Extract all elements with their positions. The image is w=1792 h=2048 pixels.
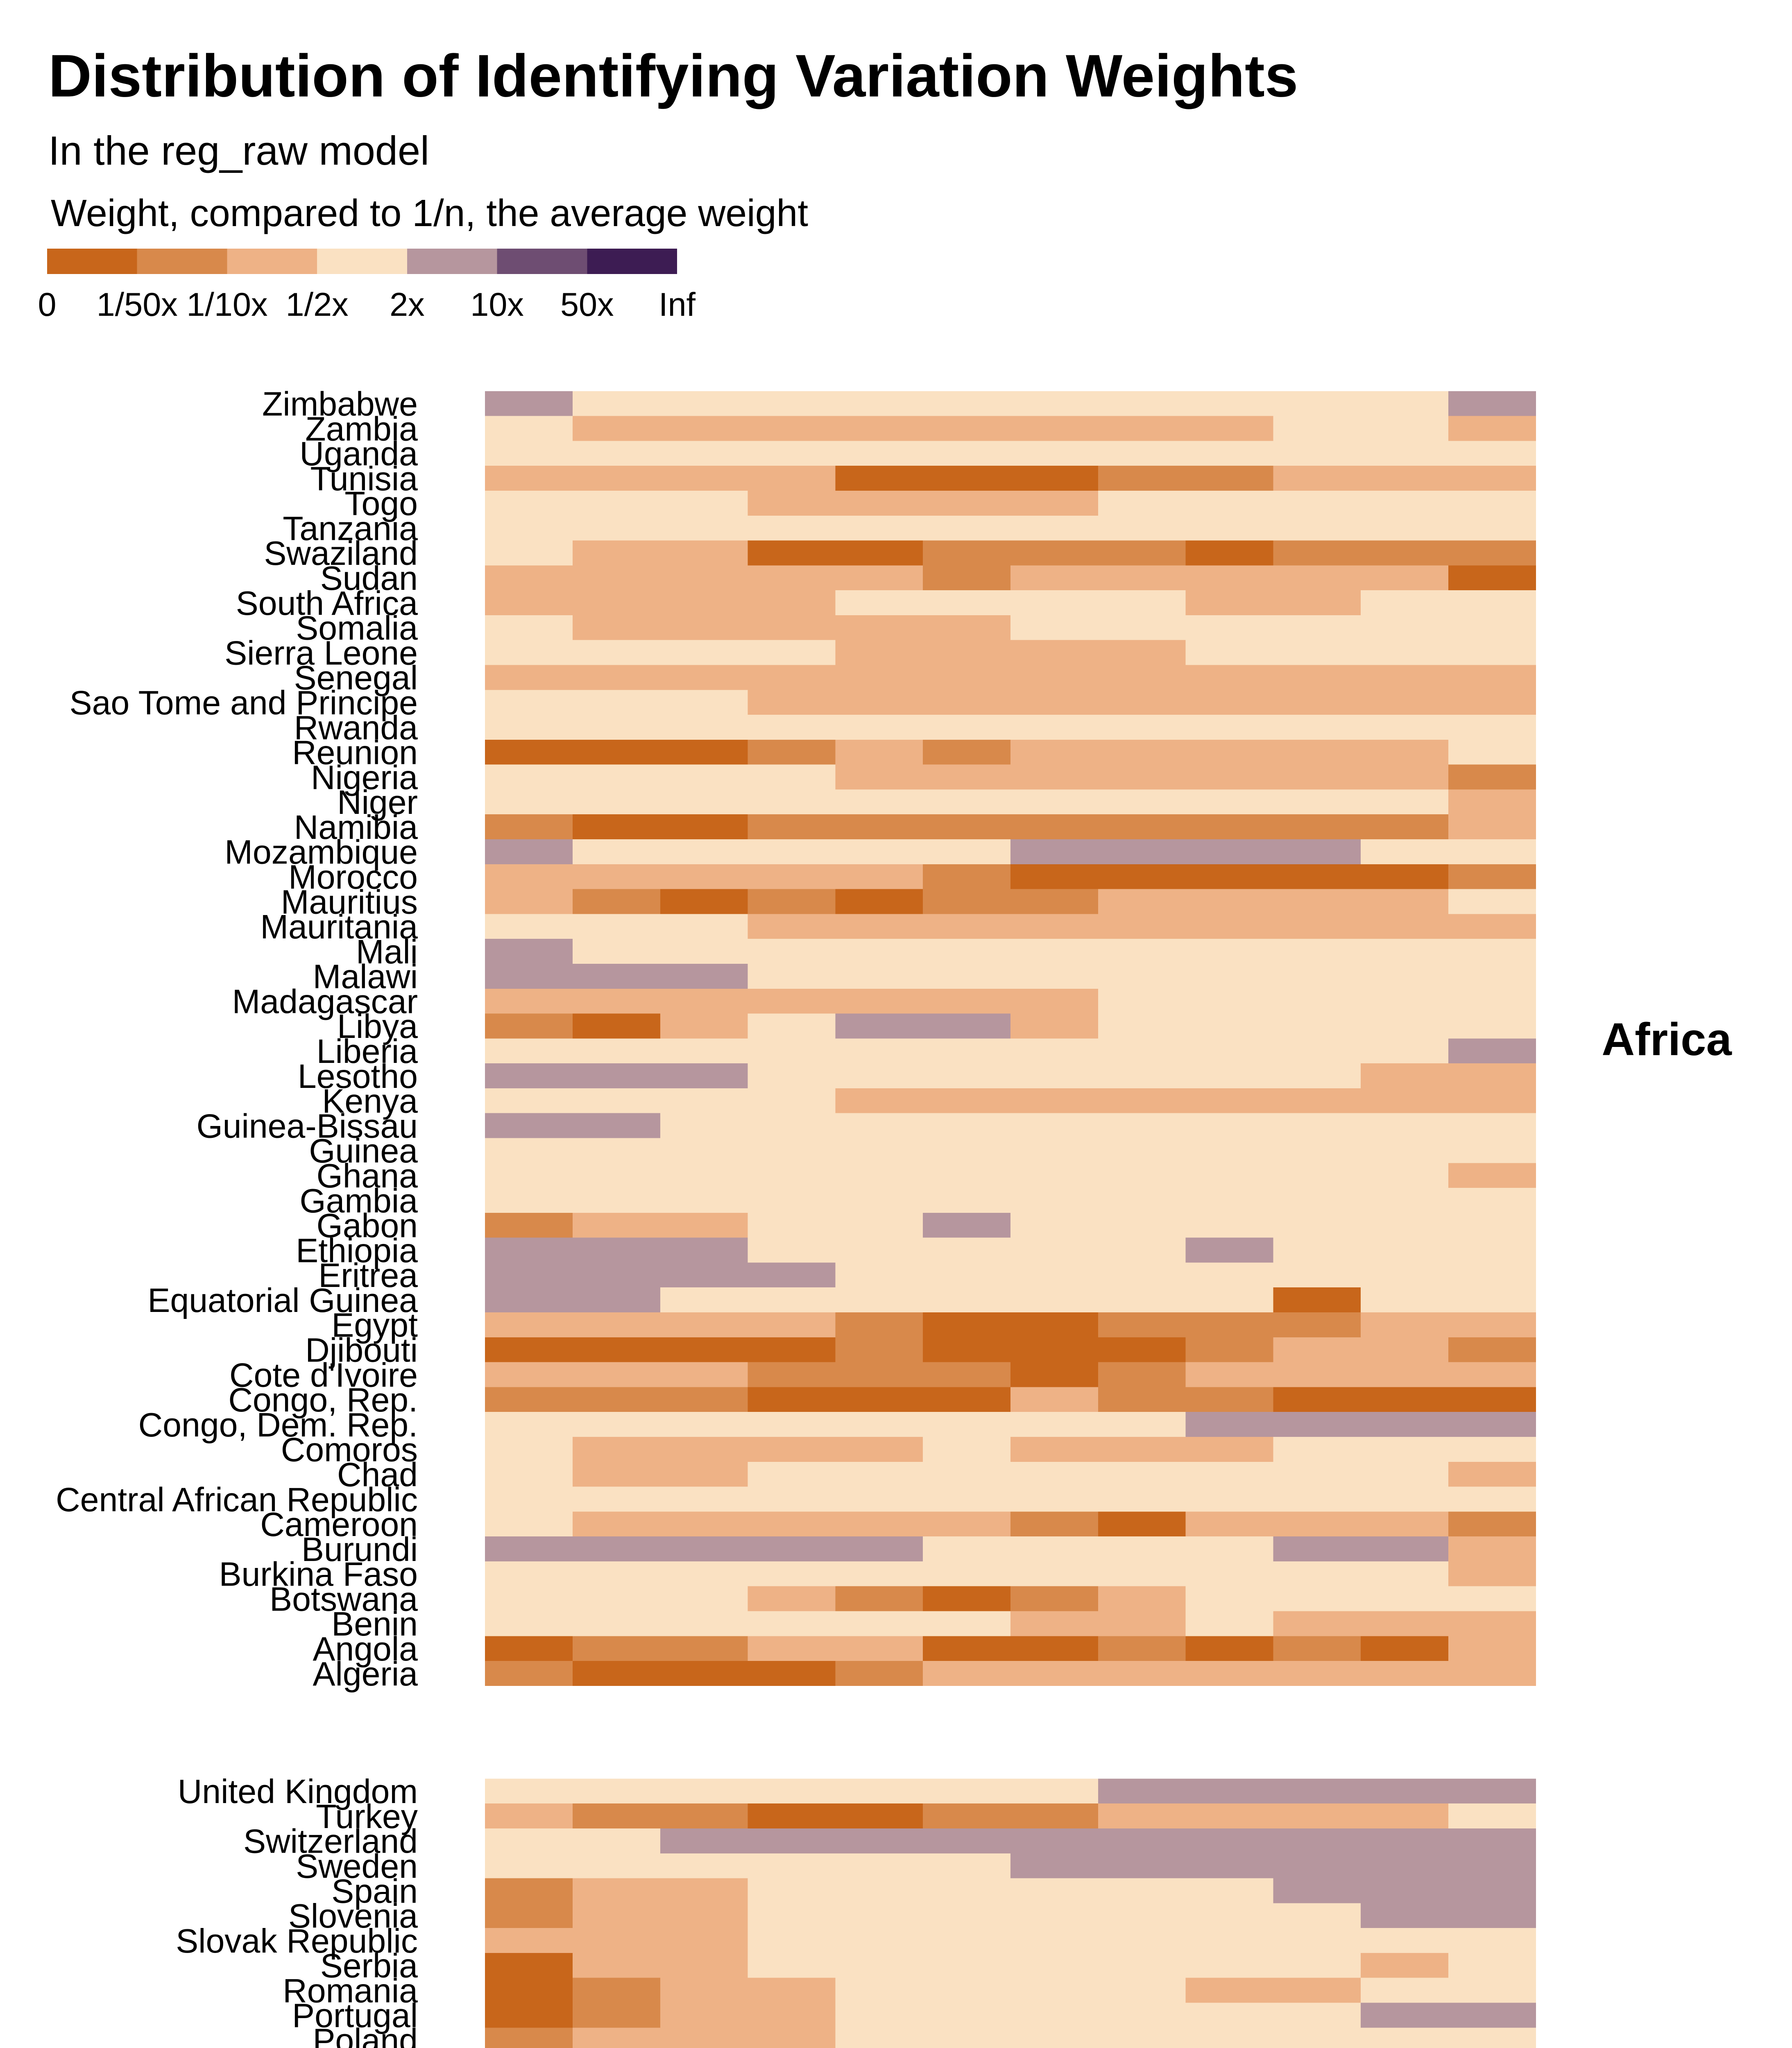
- svg-text:Angola: Angola: [313, 1630, 418, 1668]
- svg-text:Somalia: Somalia: [296, 609, 418, 647]
- svg-text:Comoros: Comoros: [281, 1431, 418, 1469]
- svg-text:Eritrea: Eritrea: [318, 1257, 418, 1294]
- svg-text:0: 0: [38, 286, 56, 323]
- svg-text:10x: 10x: [470, 286, 524, 323]
- svg-text:Slovak Republic: Slovak Republic: [176, 1922, 418, 1960]
- svg-text:Sao Tome and Principe: Sao Tome and Principe: [70, 684, 418, 722]
- svg-text:Lesotho: Lesotho: [298, 1058, 418, 1095]
- svg-text:1/10x: 1/10x: [186, 286, 267, 323]
- svg-text:Djibouti: Djibouti: [305, 1332, 418, 1369]
- svg-text:Portugal: Portugal: [292, 1997, 418, 2034]
- svg-text:Sudan: Sudan: [320, 560, 418, 597]
- svg-text:Cote d'Ivoire: Cote d'Ivoire: [229, 1356, 418, 1394]
- svg-text:2x: 2x: [390, 286, 425, 323]
- svg-text:Switzerland: Switzerland: [243, 1823, 418, 1860]
- svg-text:Spain: Spain: [331, 1872, 418, 1910]
- svg-text:Weight, compared to 1/n, the a: Weight, compared to 1/n, the average wei…: [51, 192, 808, 234]
- svg-text:Zimbabwe: Zimbabwe: [262, 385, 418, 423]
- svg-text:Niger: Niger: [337, 784, 418, 821]
- svg-text:Swaziland: Swaziland: [264, 535, 418, 572]
- svg-text:Rwanda: Rwanda: [294, 709, 418, 747]
- svg-text:Guinea-Bissau: Guinea-Bissau: [197, 1107, 418, 1145]
- svg-text:Senegal: Senegal: [294, 659, 418, 697]
- svg-text:Equatorial Guinea: Equatorial Guinea: [147, 1282, 418, 1319]
- svg-text:Burundi: Burundi: [301, 1531, 418, 1568]
- svg-text:Ethiopia: Ethiopia: [296, 1232, 418, 1269]
- svg-text:Africa: Africa: [1602, 1014, 1732, 1065]
- svg-text:Congo, Rep.: Congo, Rep.: [228, 1381, 418, 1419]
- svg-text:Sweden: Sweden: [296, 1848, 418, 1885]
- svg-text:Tunisia: Tunisia: [310, 460, 418, 498]
- svg-text:Liberia: Liberia: [317, 1033, 418, 1070]
- svg-text:Norway: Norway: [304, 2047, 418, 2048]
- svg-text:Inf: Inf: [659, 286, 696, 323]
- svg-text:Egypt: Egypt: [331, 1307, 418, 1344]
- svg-text:Slovenia: Slovenia: [288, 1897, 418, 1935]
- svg-text:Reunion: Reunion: [292, 734, 418, 772]
- svg-text:Malawi: Malawi: [313, 958, 418, 996]
- svg-text:Libya: Libya: [337, 1008, 418, 1045]
- svg-text:Guinea: Guinea: [309, 1132, 418, 1170]
- svg-text:Tanzania: Tanzania: [283, 510, 418, 547]
- svg-text:Zambia: Zambia: [305, 410, 418, 448]
- svg-text:Sierra Leone: Sierra Leone: [224, 634, 418, 672]
- svg-text:United Kingdom: United Kingdom: [178, 1773, 418, 1810]
- svg-text:Namibia: Namibia: [294, 809, 418, 846]
- svg-text:Gambia: Gambia: [300, 1182, 418, 1220]
- svg-text:Kenya: Kenya: [322, 1083, 418, 1120]
- svg-text:Burkina Faso: Burkina Faso: [219, 1556, 418, 1593]
- svg-text:Morocco: Morocco: [288, 859, 418, 896]
- svg-text:Cameroon: Cameroon: [260, 1506, 418, 1543]
- svg-text:Mauritania: Mauritania: [260, 908, 418, 946]
- svg-text:South Africa: South Africa: [236, 584, 418, 622]
- svg-text:Algeria: Algeria: [313, 1655, 418, 1693]
- svg-text:Mali: Mali: [356, 933, 418, 971]
- svg-text:1/2x: 1/2x: [286, 286, 349, 323]
- svg-text:Togo: Togo: [344, 485, 418, 523]
- svg-text:Mozambique: Mozambique: [224, 834, 418, 871]
- svg-text:Congo, Dem. Rep.: Congo, Dem. Rep.: [138, 1406, 418, 1444]
- svg-text:Central African Republic: Central African Republic: [56, 1481, 418, 1518]
- svg-text:1/50x: 1/50x: [97, 286, 178, 323]
- svg-text:Turkey: Turkey: [316, 1798, 418, 1835]
- svg-text:Romania: Romania: [283, 1972, 418, 2009]
- svg-text:Distribution of Identifying Va: Distribution of Identifying Variation We…: [48, 43, 1298, 110]
- svg-text:50x: 50x: [560, 286, 614, 323]
- svg-text:Ghana: Ghana: [317, 1157, 418, 1195]
- svg-text:In the reg_raw model: In the reg_raw model: [48, 128, 429, 173]
- svg-text:Botswana: Botswana: [270, 1580, 418, 1618]
- svg-text:Gabon: Gabon: [317, 1207, 418, 1245]
- svg-text:Serbia: Serbia: [320, 1947, 418, 1985]
- svg-text:Madagascar: Madagascar: [232, 983, 418, 1021]
- svg-text:Poland: Poland: [313, 2022, 418, 2048]
- svg-text:Chad: Chad: [337, 1456, 418, 1494]
- svg-text:Mauritius: Mauritius: [281, 883, 418, 921]
- svg-text:Nigeria: Nigeria: [311, 759, 418, 796]
- svg-text:Benin: Benin: [331, 1605, 418, 1643]
- svg-text:Uganda: Uganda: [299, 435, 418, 473]
